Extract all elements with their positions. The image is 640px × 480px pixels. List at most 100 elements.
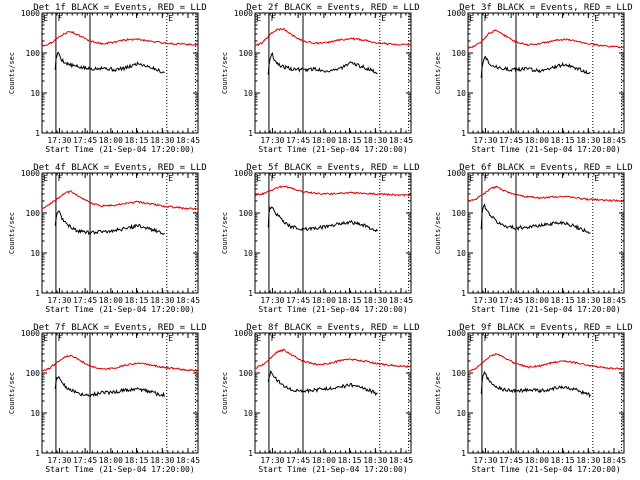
flag-letter: E: [43, 174, 48, 183]
flag-letter: E: [43, 14, 48, 23]
y-axis-label: Counts/sec: [221, 372, 229, 414]
plot-frame: [254, 172, 412, 294]
detector-panel-7: Det 7f BLACK = Events, RED = LLD 1 10 100 10…: [8, 323, 207, 474]
x-tick-label: 18:00: [99, 296, 123, 305]
y-tick-label: 1000: [447, 9, 466, 18]
flag-letter: F: [484, 334, 489, 343]
events-series-line: [480, 203, 591, 234]
y-tick-label: 10: [30, 409, 40, 418]
y-tick-label: 100: [239, 49, 254, 58]
x-tick-label: 17:30: [473, 296, 497, 305]
x-tick-label: 18:30: [150, 136, 174, 145]
y-axis-label: Counts/sec: [434, 212, 442, 254]
y-axis-label: Counts/sec: [434, 372, 442, 414]
lld-series-line: [254, 185, 411, 197]
detector-panel-4: Det 4f BLACK = Events, RED = LLD 1 10 100 10…: [8, 163, 207, 314]
x-tick-label: 18:30: [363, 296, 387, 305]
flag-letter: E: [43, 334, 48, 343]
plot-frame: [41, 12, 199, 134]
y-tick-label: 100: [26, 49, 41, 58]
y-tick-label: 1: [35, 129, 40, 138]
x-tick-label: 17:30: [47, 456, 71, 465]
flag-letter: E: [594, 14, 599, 23]
flag-letter: E: [256, 334, 261, 343]
detector-panel-3: Det 3f BLACK = Events, RED = LLD 1 10 100 10…: [434, 3, 633, 154]
x-tick-label: 18:00: [312, 136, 336, 145]
x-tick-label: 18:30: [150, 456, 174, 465]
x-tick-label: 18:45: [176, 136, 200, 145]
plot-frame: [467, 332, 625, 454]
detector-panel-6: Det 6f BLACK = Events, RED = LLD 1 10 100 10…: [434, 163, 633, 314]
y-tick-label: 1000: [447, 169, 466, 178]
x-tick-label: 17:30: [47, 136, 71, 145]
x-tick-label: 18:15: [551, 296, 575, 305]
plot-frame: [467, 12, 625, 134]
y-tick-label: 10: [243, 89, 253, 98]
plot-frame: [467, 172, 625, 294]
x-tick-label: 18:15: [125, 296, 149, 305]
flag-letter: F: [271, 174, 276, 183]
panel-title: Det 7f BLACK = Events, RED = LLD: [33, 323, 206, 333]
flag-letter: F: [58, 174, 63, 183]
x-tick-label: 17:45: [286, 456, 310, 465]
plot-frame: [41, 172, 199, 294]
x-tick-label: 18:15: [338, 296, 362, 305]
y-tick-label: 10: [243, 249, 253, 258]
x-tick-label: 18:45: [176, 456, 200, 465]
y-tick-label: 1000: [234, 329, 253, 338]
panel-title: Det 4f BLACK = Events, RED = LLD: [33, 163, 206, 173]
flag-letter: E: [594, 334, 599, 343]
events-series-line: [267, 369, 378, 396]
y-axis-label: Counts/sec: [8, 52, 16, 94]
y-tick-label: 100: [452, 209, 467, 218]
x-axis-label: Start Time (21-Sep-04 17:20:00): [471, 465, 620, 474]
y-tick-label: 1: [35, 449, 40, 458]
x-tick-label: 18:00: [312, 296, 336, 305]
x-tick-label: 18:15: [125, 136, 149, 145]
detector-panel-8: Det 8f BLACK = Events, RED = LLD 1 10 100 10…: [221, 323, 420, 474]
panel-title: Det 8f BLACK = Events, RED = LLD: [246, 323, 419, 333]
events-series-line: [54, 210, 165, 236]
y-tick-label: 1: [35, 289, 40, 298]
detector-panel-5: Det 5f BLACK = Events, RED = LLD 1 10 100 10…: [221, 163, 420, 314]
panel-title: Det 3f BLACK = Events, RED = LLD: [459, 3, 632, 13]
lld-series-line: [254, 348, 411, 370]
flag-letter: F: [58, 334, 63, 343]
flag-letter: E: [381, 174, 386, 183]
events-series-line: [267, 51, 378, 75]
y-tick-label: 1000: [21, 9, 40, 18]
x-axis-label: Start Time (21-Sep-04 17:20:00): [258, 465, 407, 474]
events-series-line: [54, 375, 165, 398]
flag-letter: E: [168, 14, 173, 23]
plot-frame: [254, 12, 412, 134]
x-tick-label: 18:15: [551, 136, 575, 145]
x-tick-label: 18:15: [125, 456, 149, 465]
flag-letter: E: [168, 334, 173, 343]
y-tick-label: 1: [461, 289, 466, 298]
detector-panel-9: Det 9f BLACK = Events, RED = LLD 1 10 100 10…: [434, 323, 633, 474]
events-series-line: [54, 51, 165, 74]
lld-series-line: [41, 354, 198, 372]
x-tick-label: 18:00: [99, 456, 123, 465]
y-tick-label: 10: [456, 409, 466, 418]
x-axis-label: Start Time (21-Sep-04 17:20:00): [45, 145, 194, 154]
x-tick-label: 17:30: [473, 456, 497, 465]
y-tick-label: 1: [461, 449, 466, 458]
x-tick-label: 17:45: [499, 456, 523, 465]
x-axis-label: Start Time (21-Sep-04 17:20:00): [471, 305, 620, 314]
x-axis-label: Start Time (21-Sep-04 17:20:00): [258, 305, 407, 314]
x-axis-label: Start Time (21-Sep-04 17:20:00): [258, 145, 407, 154]
y-tick-label: 1000: [21, 169, 40, 178]
y-tick-label: 1000: [234, 169, 253, 178]
flag-letter: E: [381, 14, 386, 23]
x-tick-label: 18:30: [576, 456, 600, 465]
x-tick-label: 18:45: [602, 296, 626, 305]
y-tick-label: 100: [26, 369, 41, 378]
flag-letter: F: [484, 174, 489, 183]
events-series-line: [480, 55, 591, 78]
plot-frame: [41, 332, 199, 454]
lld-series-line: [41, 30, 198, 47]
x-axis-label: Start Time (21-Sep-04 17:20:00): [45, 305, 194, 314]
y-tick-label: 100: [239, 369, 254, 378]
